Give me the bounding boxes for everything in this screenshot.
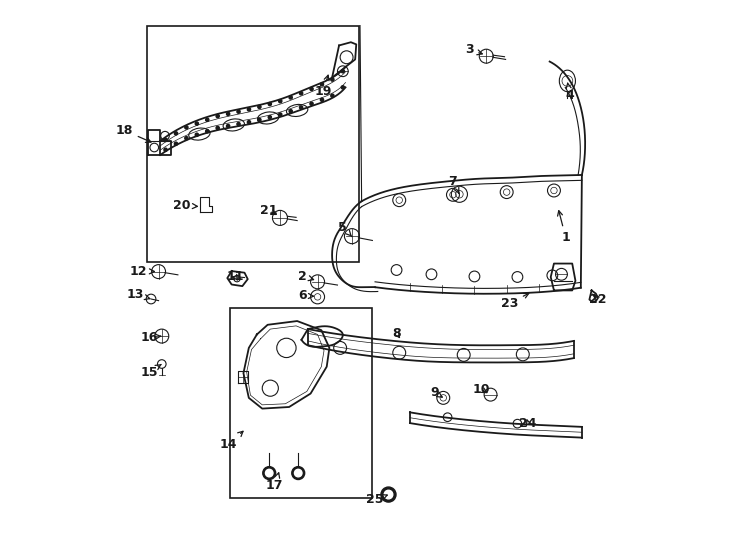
Circle shape — [331, 78, 334, 81]
Circle shape — [341, 70, 344, 73]
Circle shape — [381, 487, 396, 502]
Circle shape — [263, 467, 276, 480]
Circle shape — [299, 106, 302, 109]
Circle shape — [175, 132, 178, 135]
Text: 4: 4 — [566, 83, 575, 102]
Text: 17: 17 — [266, 472, 283, 492]
Text: 19: 19 — [314, 75, 332, 98]
Text: 14: 14 — [219, 431, 243, 451]
Text: 8: 8 — [392, 327, 401, 340]
Text: 15: 15 — [141, 364, 161, 379]
Circle shape — [289, 110, 292, 113]
Circle shape — [175, 142, 178, 145]
Circle shape — [299, 92, 302, 95]
Text: 6: 6 — [298, 289, 313, 302]
Circle shape — [206, 130, 209, 133]
Text: 24: 24 — [520, 416, 537, 430]
Circle shape — [279, 113, 282, 116]
Text: 13: 13 — [126, 288, 150, 301]
Text: 2: 2 — [298, 270, 313, 283]
Circle shape — [164, 138, 167, 141]
Circle shape — [341, 86, 344, 89]
Circle shape — [320, 98, 324, 102]
Circle shape — [227, 112, 230, 116]
Circle shape — [268, 116, 272, 119]
Text: 10: 10 — [472, 383, 490, 396]
Circle shape — [237, 123, 240, 126]
Text: 12: 12 — [130, 265, 154, 278]
Circle shape — [292, 467, 305, 480]
Text: 1: 1 — [558, 211, 570, 244]
Circle shape — [206, 118, 209, 122]
Circle shape — [268, 103, 272, 106]
Circle shape — [294, 469, 302, 477]
Polygon shape — [244, 321, 330, 409]
Circle shape — [279, 99, 282, 103]
Text: 25: 25 — [366, 494, 388, 507]
Circle shape — [195, 133, 198, 137]
Circle shape — [185, 126, 188, 129]
Text: 7: 7 — [448, 175, 459, 193]
Text: 3: 3 — [465, 43, 482, 56]
Circle shape — [237, 110, 240, 113]
Text: 9: 9 — [430, 386, 443, 399]
Circle shape — [195, 122, 198, 125]
Circle shape — [164, 148, 167, 151]
Text: 22: 22 — [589, 293, 607, 306]
Text: 16: 16 — [141, 330, 161, 343]
Circle shape — [247, 108, 250, 111]
Bar — [230, 308, 372, 498]
Bar — [147, 25, 359, 262]
Circle shape — [331, 94, 334, 97]
Text: 11: 11 — [227, 271, 244, 284]
Text: 5: 5 — [338, 220, 352, 237]
Circle shape — [384, 490, 393, 499]
Circle shape — [216, 126, 219, 130]
Circle shape — [310, 102, 313, 105]
Text: 21: 21 — [261, 205, 278, 218]
Circle shape — [258, 118, 261, 122]
Polygon shape — [228, 271, 248, 286]
Circle shape — [320, 83, 324, 86]
Circle shape — [289, 96, 292, 99]
Circle shape — [227, 124, 230, 127]
Text: 20: 20 — [173, 199, 197, 212]
Text: 23: 23 — [501, 293, 528, 310]
Circle shape — [266, 469, 273, 477]
Circle shape — [185, 137, 188, 140]
Circle shape — [247, 120, 250, 124]
Circle shape — [258, 105, 261, 109]
Circle shape — [310, 87, 313, 91]
Circle shape — [216, 114, 219, 118]
Text: 18: 18 — [115, 124, 151, 143]
